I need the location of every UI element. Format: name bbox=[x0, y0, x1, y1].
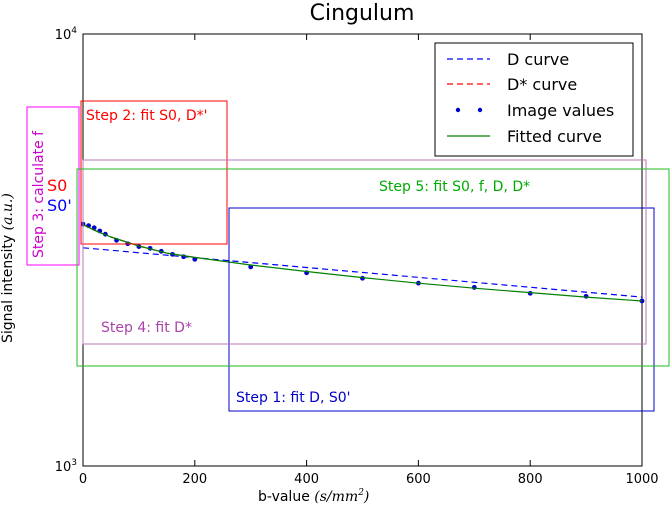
series-layer bbox=[80, 221, 645, 304]
x-tick-label-1000: 1000 bbox=[625, 472, 658, 487]
x-axis: 0 200 400 600 800 1000 bbox=[79, 34, 659, 487]
x-tick-label-400: 400 bbox=[294, 472, 319, 487]
step4-box bbox=[82, 159, 647, 345]
x-tick-label-800: 800 bbox=[518, 472, 543, 487]
legend-label-dstar-curve: D* curve bbox=[507, 75, 577, 94]
step4-label: Step 4: fit D* bbox=[101, 320, 192, 336]
legend-swatch-image-values-2 bbox=[477, 107, 483, 113]
legend: D curve D* curve Image values Fitted cur… bbox=[434, 42, 634, 157]
d-curve-line bbox=[82, 247, 643, 298]
step1-box bbox=[228, 207, 655, 412]
legend-label-image-values: Image values bbox=[507, 101, 614, 120]
step2-label: Step 2: fit S0, D*' bbox=[86, 108, 207, 124]
legend-box bbox=[434, 42, 634, 157]
y-axis-label: Signal intensity (a.u.) bbox=[0, 193, 16, 343]
step5-box bbox=[76, 168, 670, 367]
step3-box bbox=[26, 106, 80, 266]
x-tick-label-0: 0 bbox=[79, 472, 87, 487]
step-annotations: Step 1: fit D, S0' Step 2: fit S0, D*' S… bbox=[26, 100, 670, 412]
y-tick-label-bottom: 103 bbox=[55, 458, 77, 475]
step3-label: Step 3: calculate f bbox=[31, 130, 47, 258]
s0-label: S0 bbox=[47, 176, 67, 195]
s0-prime-label: S0' bbox=[47, 196, 72, 215]
image-values-point bbox=[583, 293, 589, 299]
x-tick-label-200: 200 bbox=[182, 472, 207, 487]
step2-box bbox=[80, 100, 228, 245]
step5-label: Step 5: fit S0, f, D, D* bbox=[379, 179, 530, 195]
legend-label-d-curve: D curve bbox=[507, 50, 569, 69]
legend-label-fitted-curve: Fitted curve bbox=[507, 127, 602, 146]
fitted-curve-line bbox=[82, 224, 643, 302]
legend-swatch-image-values-1 bbox=[455, 107, 461, 113]
chart-title: Cingulum bbox=[310, 1, 415, 26]
image-values-point bbox=[527, 290, 533, 296]
x-axis-label: b-value (s/mm2) bbox=[258, 488, 369, 505]
y-tick-label-top: 104 bbox=[55, 26, 78, 43]
step1-label: Step 1: fit D, S0' bbox=[236, 390, 350, 406]
x-tick-label-600: 600 bbox=[406, 472, 431, 487]
